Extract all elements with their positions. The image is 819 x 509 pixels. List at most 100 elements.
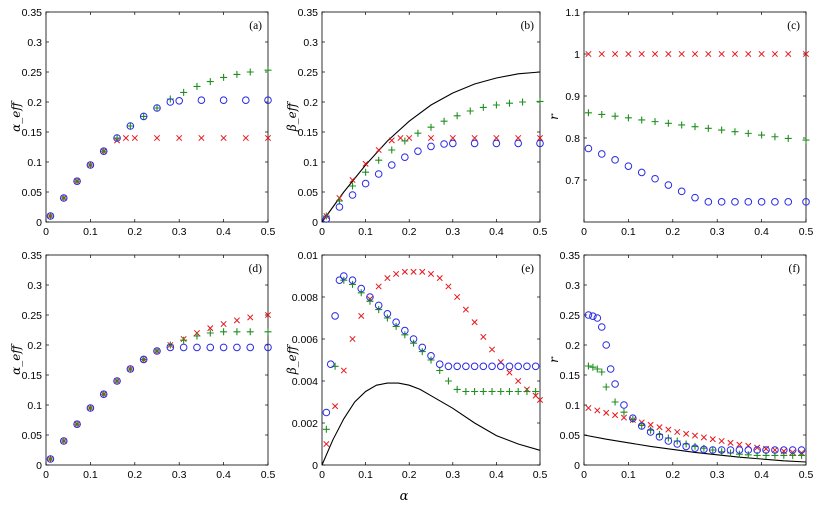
data-point-circle bbox=[449, 139, 457, 148]
data-point-circle bbox=[691, 444, 699, 453]
data-point-plus bbox=[497, 388, 505, 395]
data-point-circle bbox=[453, 362, 461, 371]
data-point-circle bbox=[637, 422, 646, 430]
x-tick-label: 0.3 bbox=[445, 469, 460, 481]
data-point-plus bbox=[709, 446, 717, 454]
data-point-plus bbox=[193, 82, 201, 90]
data-point-plus bbox=[100, 147, 108, 155]
y-tick-label: 0.15 bbox=[560, 370, 581, 382]
data-point-x bbox=[493, 134, 500, 142]
data-point-plus bbox=[180, 336, 188, 344]
data-point-circle bbox=[589, 312, 597, 321]
data-point-plus bbox=[718, 448, 726, 456]
data-point-plus bbox=[349, 280, 357, 288]
y-tick-label: 0.2 bbox=[565, 340, 580, 352]
y-tick-label: 0.006 bbox=[292, 334, 318, 346]
data-point-plus bbox=[246, 68, 254, 76]
data-point-x bbox=[700, 434, 707, 441]
x-axis-label: α bbox=[400, 489, 409, 504]
data-point-x bbox=[506, 369, 513, 376]
series-blue-circle bbox=[322, 139, 544, 223]
y-tick-label: 0.35 bbox=[298, 7, 319, 19]
data-point-plus bbox=[140, 355, 148, 363]
data-point-x bbox=[233, 317, 240, 324]
data-point-x bbox=[349, 176, 356, 184]
data-point-x bbox=[427, 270, 435, 277]
data-point-plus bbox=[536, 97, 544, 105]
x-tick-label: 0.1 bbox=[358, 469, 373, 481]
data-point-circle bbox=[771, 198, 779, 206]
data-point-plus bbox=[427, 356, 435, 364]
data-point-circle bbox=[479, 362, 488, 371]
data-point-circle bbox=[637, 168, 646, 177]
data-point-circle bbox=[470, 362, 479, 371]
panel-label: (c) bbox=[787, 20, 800, 32]
data-point-circle bbox=[387, 161, 396, 169]
y-tick-label: 0.15 bbox=[22, 127, 43, 139]
data-point-circle bbox=[488, 362, 496, 371]
data-point-plus bbox=[383, 314, 391, 322]
data-point-circle bbox=[233, 343, 241, 352]
data-point-x bbox=[638, 50, 645, 58]
x-tick-label: 0.5 bbox=[261, 469, 276, 481]
y-tick-label: 0.3 bbox=[303, 37, 318, 49]
data-point-circle bbox=[246, 343, 255, 352]
data-point-circle bbox=[331, 312, 339, 320]
y-tick-label: 0.25 bbox=[22, 67, 43, 79]
data-point-circle bbox=[802, 198, 810, 206]
data-point-plus bbox=[414, 129, 422, 137]
data-point-circle bbox=[505, 362, 514, 371]
data-point-circle bbox=[126, 365, 135, 373]
data-point-circle bbox=[753, 446, 761, 454]
x-tick-label: 0 bbox=[581, 226, 587, 238]
data-point-plus bbox=[593, 365, 601, 373]
data-point-circle bbox=[593, 314, 602, 322]
y-tick-label: 0.2 bbox=[27, 97, 42, 109]
data-point-circle bbox=[677, 187, 686, 196]
data-point-circle bbox=[357, 284, 366, 293]
y-tick-label: 0.05 bbox=[22, 430, 43, 442]
x-tick-label: 0.3 bbox=[172, 469, 187, 481]
data-point-plus bbox=[388, 146, 396, 154]
data-point-x bbox=[674, 428, 681, 436]
data-point-x bbox=[153, 134, 161, 142]
y-tick-label: 0.1 bbox=[565, 400, 580, 412]
data-point-x bbox=[718, 437, 725, 445]
data-point-circle bbox=[206, 343, 215, 352]
data-point-plus bbox=[602, 383, 610, 391]
data-point-circle bbox=[462, 362, 470, 371]
data-point-x bbox=[471, 319, 478, 326]
series-blue-circle bbox=[46, 96, 272, 220]
data-point-plus bbox=[113, 377, 121, 385]
y-tick-label: 0.35 bbox=[560, 250, 581, 262]
panel-f: 0 0.1 0.2 0.3 0.4 0.5 0 0.05 0.1 0.15 0.2 0.25 0.3 0.… bbox=[547, 250, 813, 481]
data-point-plus bbox=[620, 408, 628, 416]
data-point-circle bbox=[646, 428, 655, 436]
x-tick-label: 0.3 bbox=[710, 226, 725, 238]
data-point-circle bbox=[340, 272, 348, 280]
data-point-circle bbox=[427, 352, 435, 360]
data-point-circle bbox=[86, 404, 95, 412]
data-point-circle bbox=[435, 360, 444, 369]
data-point-circle bbox=[126, 122, 135, 130]
data-point-plus bbox=[46, 455, 54, 463]
data-point-circle bbox=[401, 326, 409, 335]
y-tick-label: 0.15 bbox=[22, 370, 43, 382]
panel-label: (a) bbox=[249, 20, 262, 32]
data-point-x bbox=[705, 50, 712, 58]
data-point-plus bbox=[366, 297, 374, 305]
data-point-x bbox=[754, 444, 761, 451]
data-point-plus bbox=[519, 98, 527, 106]
plot-frame bbox=[583, 254, 807, 466]
y-tick-label: 0 bbox=[36, 460, 42, 472]
data-point-plus bbox=[418, 348, 426, 356]
data-point-x bbox=[771, 446, 778, 454]
data-point-circle bbox=[264, 96, 272, 104]
panel-label: (b) bbox=[521, 20, 535, 32]
data-point-x bbox=[427, 134, 435, 142]
data-point-circle bbox=[731, 198, 739, 206]
data-point-x bbox=[771, 50, 778, 58]
data-point-plus bbox=[233, 328, 241, 336]
data-point-x bbox=[393, 270, 400, 277]
